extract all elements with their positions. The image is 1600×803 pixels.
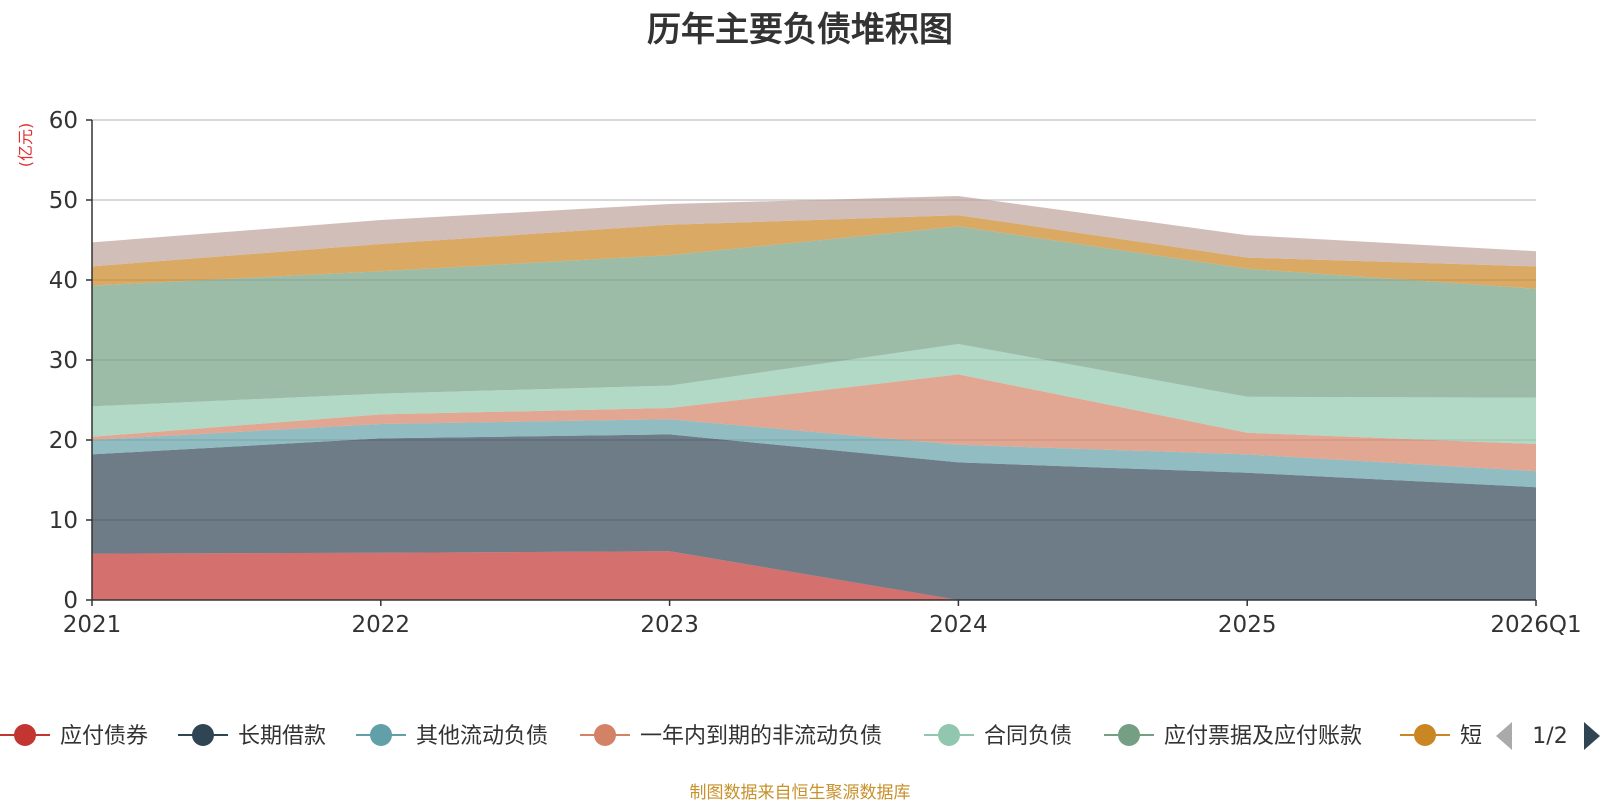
legend-label-2: 其他流动负债 bbox=[416, 724, 548, 749]
legend-item-3[interactable]: 一年内到期的非流动负债 bbox=[580, 724, 882, 749]
area-series-5 bbox=[92, 226, 1536, 407]
x-tick-label-3: 2024 bbox=[929, 612, 988, 638]
y-tick-label-40: 40 bbox=[49, 268, 78, 294]
legend-page-indicator: 1/2 bbox=[1532, 724, 1567, 749]
legend-marker-1 bbox=[192, 724, 214, 746]
legend-label-6: 短 bbox=[1460, 724, 1482, 749]
x-tick-label-0: 2021 bbox=[63, 612, 122, 638]
x-tick-label-4: 2025 bbox=[1218, 612, 1277, 638]
area-series-3 bbox=[92, 374, 1536, 472]
y-tick-label-0: 0 bbox=[63, 588, 78, 614]
legend-label-5: 应付票据及应付账款 bbox=[1164, 724, 1362, 749]
legend-marker-3 bbox=[594, 724, 616, 746]
legend-label-3: 一年内到期的非流动负债 bbox=[640, 724, 882, 749]
area-series-4 bbox=[92, 344, 1536, 444]
y-tick-label-10: 10 bbox=[49, 508, 78, 534]
legend[interactable]: 应付债券 长期借款 其他流动负债 一年内到期的非流动负债 合同负债 应付票据及应付账款 短 1… bbox=[0, 722, 1600, 750]
area-series-2 bbox=[92, 419, 1536, 488]
legend-label-1: 长期借款 bbox=[238, 724, 326, 749]
y-tick-label-30: 30 bbox=[49, 348, 78, 374]
y-tick-label-60: 60 bbox=[49, 108, 78, 134]
legend-marker-4 bbox=[938, 724, 960, 746]
legend-item-6[interactable]: 短 bbox=[1400, 724, 1482, 749]
area-series-7 bbox=[92, 196, 1536, 267]
y-axis-unit-label: (亿元) bbox=[16, 123, 35, 168]
legend-item-0[interactable]: 应付债券 bbox=[0, 724, 148, 749]
legend-marker-6 bbox=[1414, 724, 1436, 746]
chart-title: 历年主要负债堆积图 bbox=[647, 10, 953, 50]
legend-item-5[interactable]: 应付票据及应付账款 bbox=[1104, 724, 1362, 749]
area-series-6 bbox=[92, 215, 1536, 289]
area-series-1 bbox=[92, 434, 1536, 600]
source-note: 制图数据来自恒生聚源数据库 bbox=[689, 783, 911, 803]
legend-marker-5 bbox=[1118, 724, 1140, 746]
legend-item-1[interactable]: 长期借款 bbox=[178, 724, 326, 749]
legend-label-4: 合同负债 bbox=[984, 724, 1072, 749]
x-tick-label-5: 2026Q1 bbox=[1490, 612, 1581, 638]
legend-marker-0 bbox=[14, 724, 36, 746]
area-series-0 bbox=[92, 551, 1536, 600]
legend-next-page-icon[interactable] bbox=[1584, 722, 1600, 750]
axes: 0 10 20 30 40 50 60 2021 2022 2023 2024 2025 2026Q1 (… bbox=[16, 108, 1582, 638]
y-tick-label-50: 50 bbox=[49, 188, 78, 214]
legend-label-0: 应付债券 bbox=[60, 724, 148, 749]
legend-item-4[interactable]: 合同负债 bbox=[924, 724, 1072, 749]
legend-item-2[interactable]: 其他流动负债 bbox=[356, 724, 548, 749]
legend-marker-2 bbox=[370, 724, 392, 746]
y-tick-label-20: 20 bbox=[49, 428, 78, 454]
legend-prev-page-icon[interactable] bbox=[1496, 722, 1512, 750]
area-series bbox=[92, 196, 1536, 600]
x-tick-label-2: 2023 bbox=[640, 612, 699, 638]
x-tick-label-1: 2022 bbox=[352, 612, 411, 638]
